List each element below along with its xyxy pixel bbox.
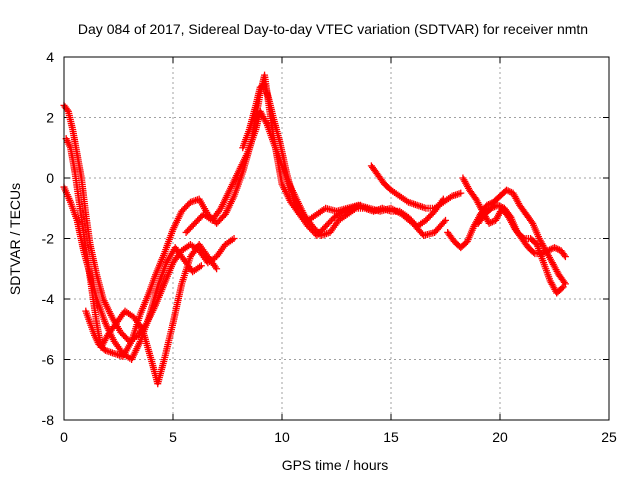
data-point — [497, 203, 505, 211]
data-point — [552, 244, 560, 252]
y-tick-label: 4 — [46, 49, 54, 65]
x-tick-label: 25 — [601, 429, 617, 445]
data-point — [440, 218, 448, 226]
series-arc-6 — [239, 80, 364, 239]
y-axis-label: SDTVAR / TECUs — [7, 183, 23, 295]
data-point — [457, 189, 465, 197]
y-tick-label: -6 — [42, 352, 55, 368]
y-tick-label: 0 — [46, 170, 54, 186]
y-tick-labels: -8 -6 -4 -2 0 2 4 — [42, 49, 55, 428]
chart-title: Day 084 of 2017, Sidereal Day-to-day VTE… — [78, 21, 588, 37]
data-point — [554, 245, 562, 253]
data-point — [495, 202, 503, 210]
data-point — [488, 218, 496, 226]
data-point — [197, 262, 205, 270]
x-tick-label: 20 — [492, 429, 508, 445]
data-point — [504, 187, 512, 195]
data-point — [489, 203, 497, 211]
data-point — [561, 253, 569, 261]
y-tick-label: -8 — [42, 412, 55, 428]
data-point — [487, 204, 495, 212]
data-point — [442, 216, 449, 224]
data-point — [491, 203, 499, 211]
x-tick-label: 0 — [60, 429, 68, 445]
y-tick-label: -2 — [42, 231, 55, 247]
data-point — [506, 188, 514, 196]
data-point — [542, 247, 550, 255]
y-tick-label: 2 — [46, 110, 54, 126]
data-point — [544, 247, 552, 255]
data-point — [503, 186, 511, 194]
data-point — [560, 251, 568, 259]
data-points — [60, 71, 569, 388]
x-tick-label: 15 — [383, 429, 399, 445]
plot-frame — [63, 56, 610, 421]
data-point — [487, 219, 495, 227]
x-tick-label: 10 — [274, 429, 290, 445]
series-arc-10 — [474, 201, 567, 297]
data-point — [483, 201, 491, 209]
data-point — [485, 200, 493, 208]
data-point — [519, 233, 527, 241]
data-point — [559, 283, 567, 291]
data-point — [547, 245, 555, 253]
x-tick-label: 5 — [169, 429, 177, 445]
y-tick-label: -4 — [42, 291, 55, 307]
data-point — [230, 235, 238, 242]
data-point — [560, 278, 568, 286]
data-point — [558, 284, 566, 292]
data-point — [494, 201, 502, 209]
data-point — [63, 106, 71, 114]
data-point — [546, 246, 554, 254]
data-point — [213, 265, 221, 273]
series-arc-7 — [367, 162, 465, 212]
data-point — [485, 219, 493, 227]
data-point — [530, 248, 538, 256]
series-arc-1 — [60, 101, 238, 345]
data-point — [551, 244, 558, 252]
series-arc-3 — [60, 183, 205, 363]
x-axis-label: GPS time / hours — [282, 457, 389, 473]
x-tick-labels: 0 5 10 15 20 25 — [60, 429, 617, 445]
data-point — [356, 201, 364, 209]
series-arc-4 — [82, 71, 449, 360]
